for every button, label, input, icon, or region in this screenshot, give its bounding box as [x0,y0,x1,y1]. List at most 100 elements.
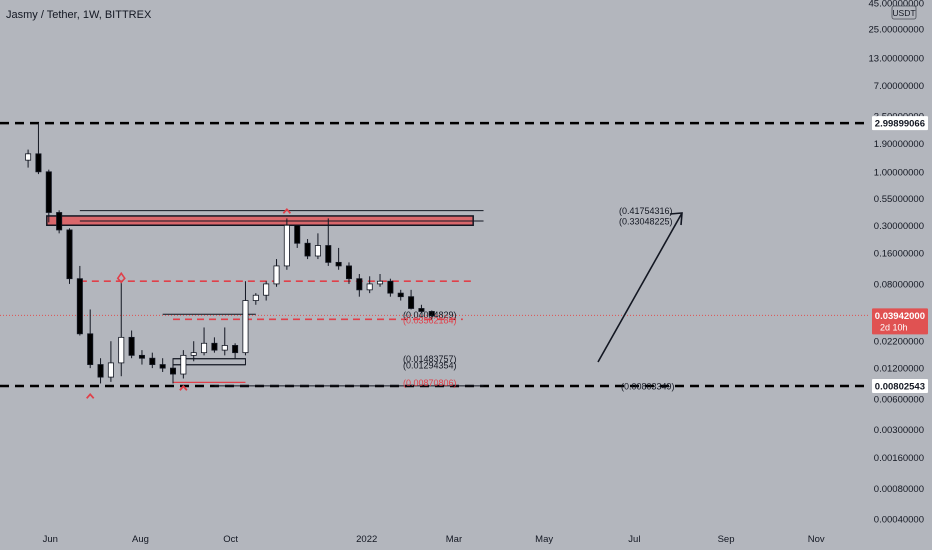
candle-body-16 [190,352,197,356]
candle-body-22 [252,294,259,301]
price-tick-label: 7.00000000 [874,81,924,92]
candle-body-0 [25,153,32,161]
candle-body-15 [180,354,187,375]
marker-high-november [282,207,292,214]
time-tick-label: Aug [132,534,149,545]
candle-body-25 [283,224,290,267]
candle-body-9 [118,336,125,364]
price-tick-label: 0.08000000 [874,279,924,290]
time-tick-label: May [535,534,553,545]
candle-body-32 [356,278,363,291]
level-badge-lower-box [872,378,928,393]
price-tick-label: 0.30000000 [874,221,924,232]
current-price-badge-countdown: 2d 10h [880,322,908,332]
candle-body-10 [128,336,135,356]
candle-body-1 [35,153,42,173]
time-axis[interactable]: Jun Aug Oct 2022 Mar May Jul Sep Nov [43,534,825,545]
candle-body-8 [107,362,114,378]
candle-body-7 [97,364,104,378]
annotation-label-7: (0.00803349) [621,381,675,391]
markers-layer [86,207,292,399]
price-tick-label: 13.00000000 [869,53,924,64]
price-tick-label: 0.01200000 [874,364,924,375]
price-tick-label: 0.02200000 [874,337,924,348]
price-tick-label: 0.00040000 [874,515,924,526]
currency-badge: USDT [892,8,915,18]
price-tick-label: 1.00000000 [874,167,924,178]
price-tick-label: 0.55000000 [874,194,924,205]
time-tick-label: Mar [446,534,462,545]
candle-body-19 [221,345,228,351]
price-tick-label: 0.16000000 [874,249,924,260]
current-price-badge: 0.03942000 [875,311,925,322]
price-tick-label: 0.00300000 [874,425,924,436]
candles-layer [25,123,435,384]
candle-body-20 [232,345,239,354]
price-tick-label: 0.00160000 [874,453,924,464]
candle-body-35 [387,280,394,294]
annotation-label-3: (0.03562184) [403,315,457,325]
level-badge-upper-box [872,116,928,131]
level-badge-lower: 0.00802543 [875,381,925,392]
candle-body-21 [242,300,249,354]
range-box [172,358,246,366]
candle-body-11 [138,354,145,359]
candle-body-23 [263,283,270,296]
candle-body-13 [159,364,166,369]
candle-body-17 [201,342,208,354]
annotation-label-6: (0.00870806) [403,378,457,388]
marker-diamond-july [116,271,126,284]
candle-body-6 [87,333,94,365]
candle-body-33 [366,283,373,291]
candle-body-39 [428,311,435,317]
marker-low-august [179,384,188,391]
drawing-tools-layer [79,210,683,387]
annotation-label-0: (0.41754316) [619,206,673,216]
currency-badge-box [891,5,917,20]
symbol-title: Jasmy / Tether, 1W, BITTREX [6,9,152,21]
price-tick-label: 0.00600000 [874,394,924,405]
price-tick-label: 45.00000000 [869,0,924,9]
candle-body-30 [335,261,342,267]
annotation-label-2: (0.04034829) [403,310,457,320]
marker-low-june [86,392,95,399]
candle-body-2 [45,171,52,213]
candle-body-34 [377,280,384,285]
candle-body-26 [294,224,301,244]
price-tick-label: 1.90000000 [874,139,924,150]
candle-body-37 [408,296,415,309]
candle-body-27 [304,242,311,257]
price-axis[interactable]: 45.00000000 25.00000000 13.00000000 7.00000… [869,0,928,526]
candle-body-12 [149,357,156,365]
annotations-layer: (0.41754316)(0.33048225)(0.04034829)(0.0… [403,206,675,391]
time-tick-label: Oct [223,534,238,545]
time-tick-label: Sep [718,534,735,545]
candle-body-18 [211,342,218,351]
candle-body-4 [66,229,73,280]
price-tick-label: 25.00000000 [869,24,924,35]
candle-body-24 [273,265,280,285]
candle-body-38 [418,308,425,312]
projection-arrow-head [669,212,683,226]
time-tick-label: 2022 [356,534,377,545]
candle-body-36 [397,292,404,298]
current-price-badge-box [872,308,928,335]
time-tick-label: Jun [43,534,58,545]
candle-body-31 [345,265,352,280]
candle-body-28 [314,245,321,257]
price-tick-label: 0.00080000 [874,484,924,495]
annotation-label-5: (0.01294354) [403,360,457,370]
projection-arrow-line [597,212,683,363]
candle-body-5 [76,278,83,335]
candle-body-14 [170,367,177,375]
candle-body-29 [325,245,332,263]
time-tick-label: Jul [628,534,640,545]
time-tick-label: Nov [808,534,825,545]
level-badge-upper: 2.99899066 [875,119,925,130]
annotation-label-1: (0.33048225) [619,216,673,226]
annotation-label-4: (0.01483757) [403,354,457,364]
candle-body-3 [56,212,63,231]
